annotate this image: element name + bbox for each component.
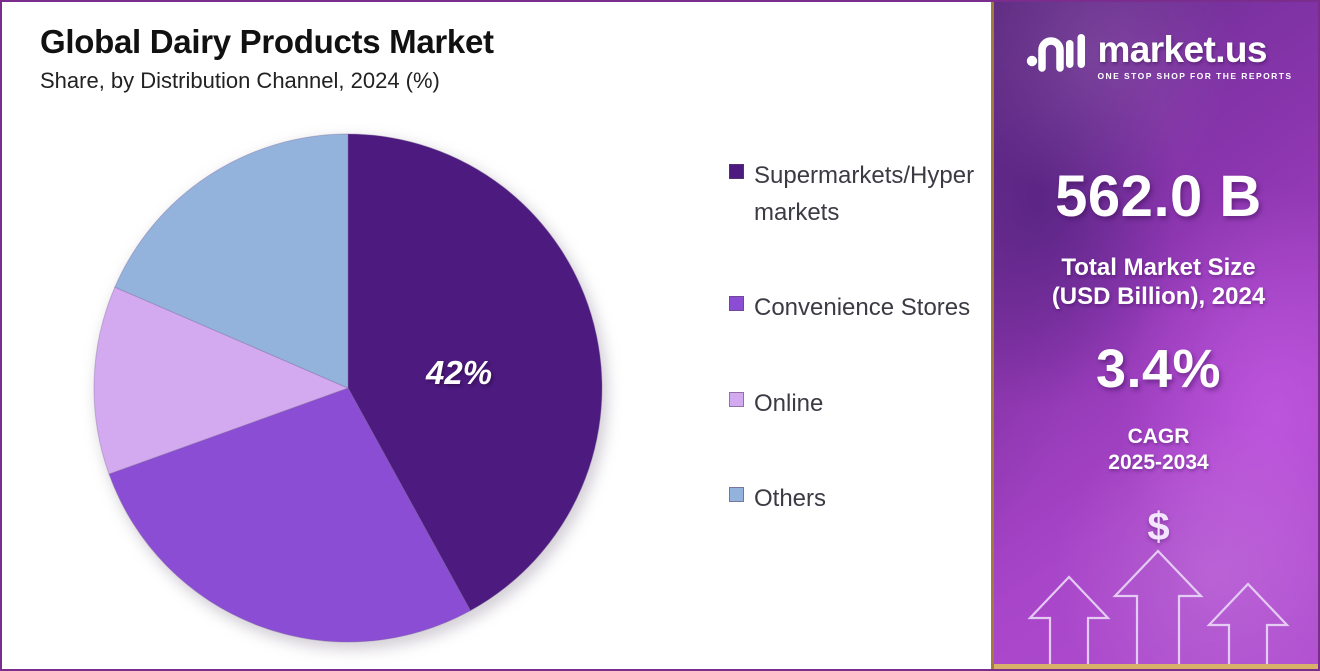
market-size-caption-line1: Total Market Size — [1061, 254, 1256, 281]
legend-swatch-icon — [729, 296, 744, 312]
legend-swatch-icon — [729, 164, 744, 179]
legend-item-others[interactable]: Others — [729, 480, 979, 517]
title-block: Global Dairy Products Market Share, by D… — [40, 23, 740, 94]
pie-slice — [347, 133, 603, 612]
legend-item-convenience-stores[interactable]: Convenience Stores — [729, 289, 979, 326]
pie-slice — [93, 286, 350, 475]
cagr-value: 3.4% — [1095, 339, 1222, 399]
market-us-logo-icon — [1024, 30, 1086, 81]
market-size-value: 562.0 B — [1055, 164, 1262, 229]
legend-item-label: Convenience Stores — [754, 294, 971, 322]
chart-legend: Supermarkets/Hypermarkets Convenience St… — [729, 157, 979, 575]
pie-chart: 42% — [92, 132, 608, 650]
logo-name: market.us — [1097, 28, 1267, 70]
chart-panel: Global Dairy Products Market Share, by D… — [2, 2, 987, 669]
legend-item-label: Supermarkets/Hypermarkets — [754, 162, 975, 227]
pie-slice — [108, 387, 472, 643]
legend-item-label: Online — [754, 389, 824, 417]
logo-text: market.us ONE STOP SHOP FOR THE REPORTS — [1097, 31, 1292, 81]
pie-slice — [114, 133, 349, 389]
dollar-sign-icon: $ — [1147, 505, 1170, 549]
legend-swatch-icon — [729, 391, 744, 407]
legend-item-supermarkets[interactable]: Supermarkets/Hypermarkets — [729, 157, 979, 231]
legend-swatch-icon — [729, 486, 744, 502]
cagr-caption: CAGR 2025-2034 — [994, 424, 1318, 477]
legend-item-label: Others — [754, 484, 827, 512]
market-size-caption: Total Market Size (USD Billion), 2024 — [994, 254, 1318, 312]
brand-logo[interactable]: market.us ONE STOP SHOP FOR THE REPORTS — [994, 30, 1318, 81]
panel-bottom-rule — [994, 664, 1318, 669]
cagr-caption-line1: CAGR — [1127, 425, 1190, 448]
cagr-caption-line2: 2025-2034 — [1108, 451, 1209, 475]
logo-tagline: ONE STOP SHOP FOR THE REPORTS — [1097, 70, 1293, 81]
pie-slice-label-supermarkets: 42% — [426, 354, 493, 391]
pie-svg — [93, 133, 603, 643]
stat-panel: market.us ONE STOP SHOP FOR THE REPORTS … — [991, 2, 1318, 669]
page-subtitle: Share, by Distribution Channel, 2024 (%) — [40, 68, 440, 94]
up-arrows-icon — [1027, 549, 1290, 669]
market-size-caption-line2: (USD Billion), 2024 — [1051, 282, 1266, 310]
legend-item-online[interactable]: Online — [729, 385, 979, 422]
growth-arrows-illustration: $ — [994, 489, 1318, 669]
page-title: Global Dairy Products Market — [40, 23, 494, 60]
